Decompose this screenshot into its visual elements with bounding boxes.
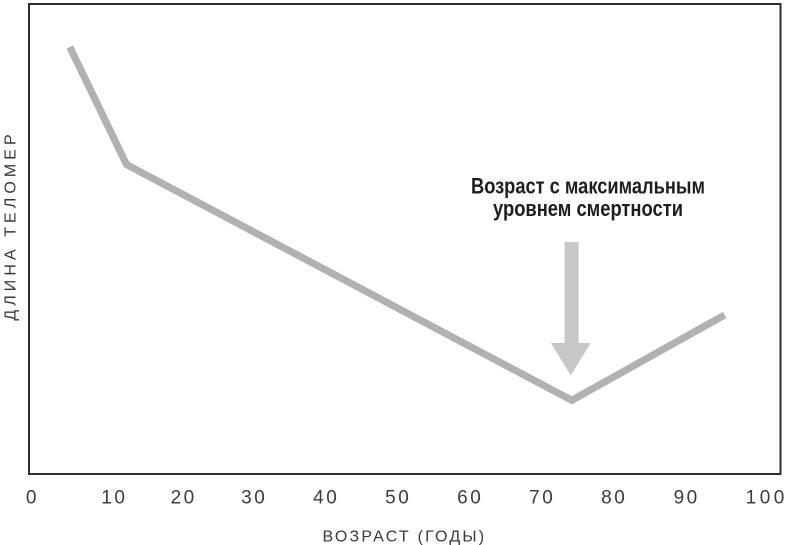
- svg-text:30: 30: [241, 487, 267, 508]
- svg-text:70: 70: [529, 487, 555, 508]
- svg-text:100: 100: [746, 487, 788, 508]
- svg-text:Возраст с максимальным: Возраст с максимальным: [471, 174, 705, 199]
- svg-text:80: 80: [601, 487, 627, 508]
- svg-text:10: 10: [101, 487, 127, 508]
- svg-text:60: 60: [457, 487, 483, 508]
- svg-text:уровнем смертности: уровнем смертности: [493, 196, 683, 221]
- svg-text:40: 40: [313, 487, 339, 508]
- svg-text:ВОЗРАСТ (ГОДЫ): ВОЗРАСТ (ГОДЫ): [322, 529, 484, 545]
- svg-text:0: 0: [26, 487, 37, 508]
- svg-text:20: 20: [171, 487, 197, 508]
- svg-text:50: 50: [385, 487, 411, 508]
- svg-text:90: 90: [674, 487, 700, 508]
